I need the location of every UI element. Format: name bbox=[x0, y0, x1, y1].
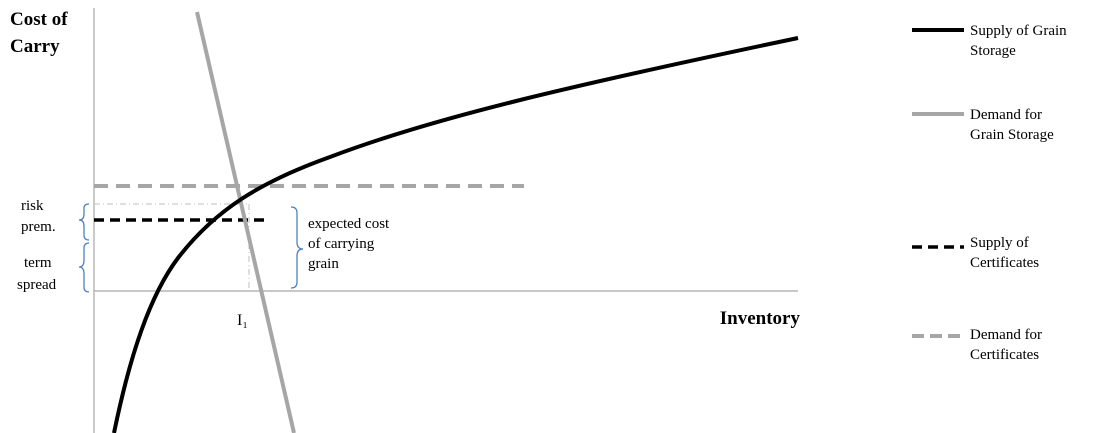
term-spread-bracket bbox=[78, 242, 90, 293]
term-spread-label-line2: spread bbox=[17, 277, 57, 293]
legend-label-line2: Certificates bbox=[970, 347, 1039, 363]
expected-cost-label-line2: of carrying bbox=[308, 236, 375, 252]
legend-item-demand-grain-storage: Demand for Grain Storage bbox=[912, 107, 1054, 143]
x-axis-title: Inventory bbox=[720, 308, 801, 329]
legend-label-line1: Demand for bbox=[970, 327, 1042, 343]
y-axis-title-line1: Cost of bbox=[10, 9, 68, 30]
supply-grain-storage-curve bbox=[112, 36, 799, 433]
expected-cost-label-line3: grain bbox=[308, 256, 339, 272]
expected-cost-label-line1: expected cost bbox=[308, 216, 390, 232]
legend-item-supply-certificates: Supply of Certificates bbox=[912, 235, 1039, 271]
risk-premium-bracket bbox=[78, 203, 90, 241]
term-spread-label-line1: term bbox=[24, 255, 52, 271]
y-axis-title-line2: Carry bbox=[10, 36, 60, 57]
risk-premium-label-line1: risk bbox=[21, 198, 44, 214]
legend-label-line2: Certificates bbox=[970, 255, 1039, 271]
legend-label-line1: Supply of bbox=[970, 235, 1029, 251]
legend-label-line2: Storage bbox=[970, 43, 1016, 59]
demand-grain-storage-line bbox=[195, 11, 296, 433]
legend: Supply of Grain Storage Demand for Grain… bbox=[912, 23, 1067, 363]
expected-cost-bracket bbox=[290, 206, 304, 289]
legend-item-supply-grain-storage: Supply of Grain Storage bbox=[912, 23, 1067, 59]
legend-label-line1: Demand for bbox=[970, 107, 1042, 123]
inventory-marker-label: I₁ bbox=[237, 312, 248, 329]
legend-label-line2: Grain Storage bbox=[970, 127, 1054, 143]
legend-label-line1: Supply of Grain bbox=[970, 23, 1067, 39]
legend-item-demand-certificates: Demand for Certificates bbox=[912, 327, 1042, 363]
risk-premium-label-line2: prem. bbox=[21, 219, 56, 235]
